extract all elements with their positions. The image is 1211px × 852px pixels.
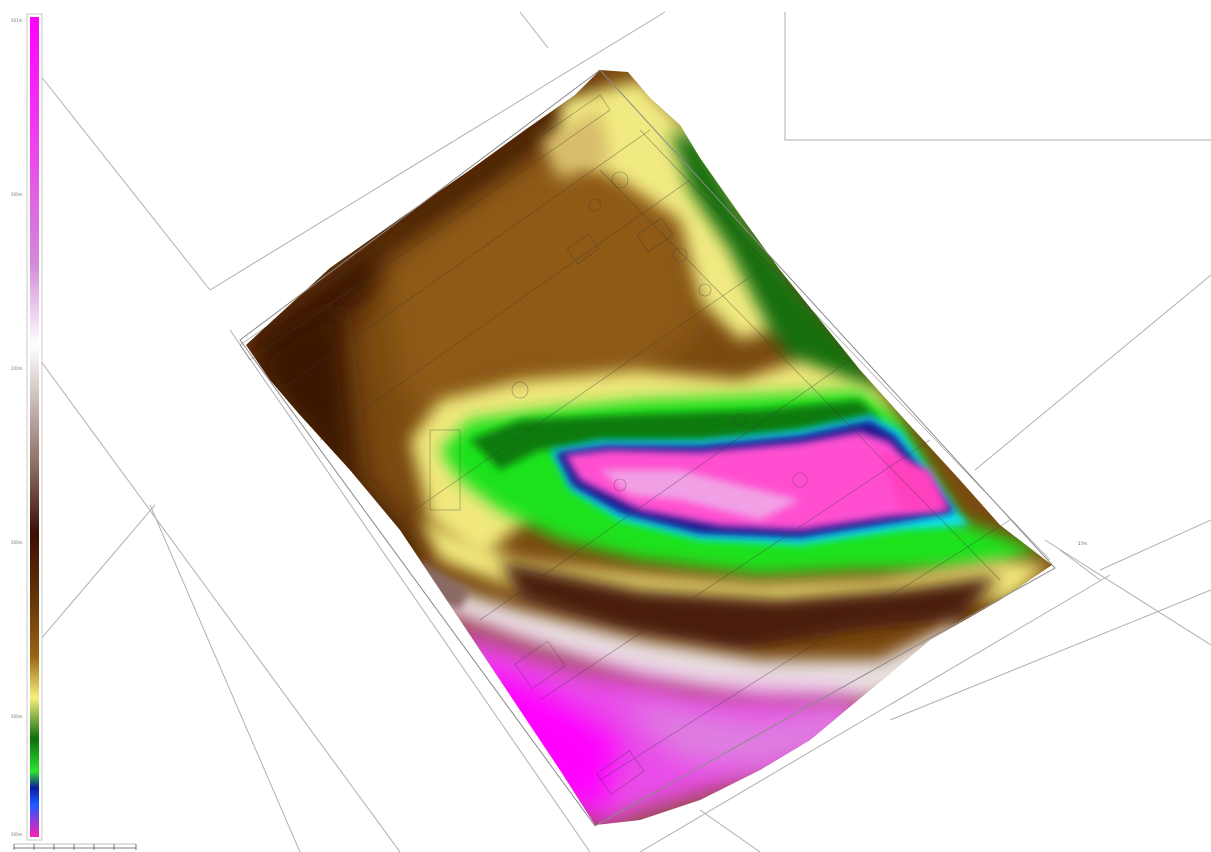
site-outlines <box>239 94 1051 795</box>
legend-colorbar <box>30 17 39 837</box>
parcel-lines <box>39 11 1211 852</box>
color-legend: 201m 200m 200m 200m 200m 200m <box>11 13 43 841</box>
legend-tick-label: 200m <box>11 192 23 197</box>
legend-tick-label: 201m <box>11 18 23 23</box>
map-label: 17m <box>1078 541 1087 546</box>
legend-tick-label: 200m <box>11 714 23 719</box>
legend-tick-label: 200m <box>11 540 23 545</box>
legend-tick-label: 200m <box>11 366 23 371</box>
survey-boundary <box>239 69 1056 827</box>
legend-tick-label: 200m <box>11 832 23 837</box>
scale-bar <box>13 843 137 850</box>
terrain-surface <box>246 70 1052 825</box>
